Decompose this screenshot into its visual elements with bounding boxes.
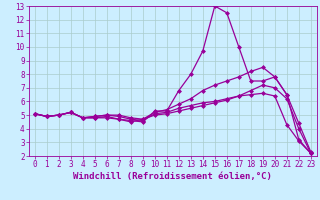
X-axis label: Windchill (Refroidissement éolien,°C): Windchill (Refroidissement éolien,°C) — [73, 172, 272, 181]
